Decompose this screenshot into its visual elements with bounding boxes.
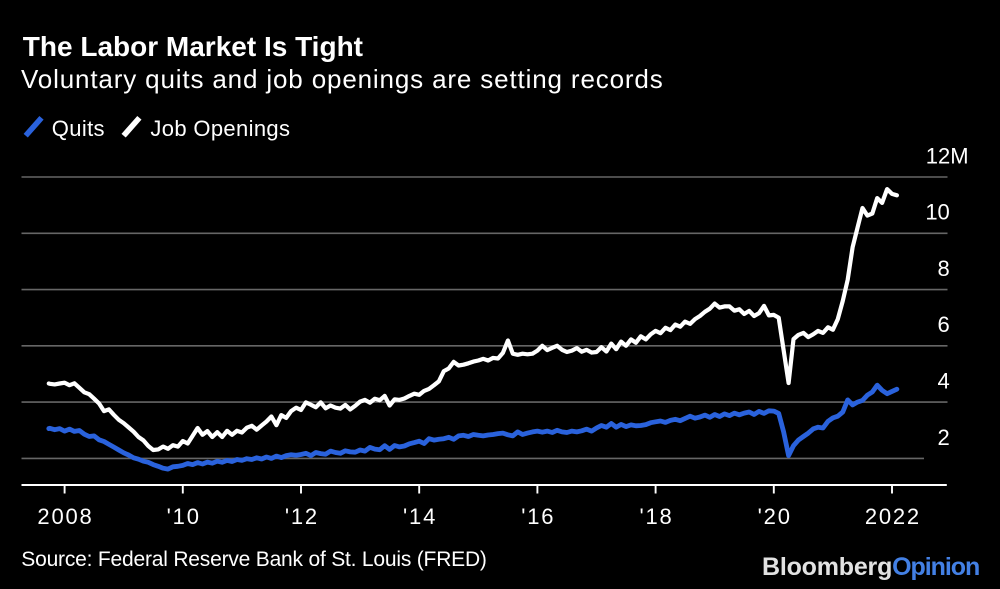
svg-text:'18: '18	[639, 504, 673, 529]
svg-text:'16: '16	[521, 504, 555, 529]
svg-text:'20: '20	[758, 504, 792, 529]
svg-text:8: 8	[938, 256, 950, 281]
svg-text:6: 6	[938, 312, 950, 337]
svg-text:'12: '12	[285, 504, 319, 529]
svg-text:'14: '14	[403, 504, 437, 529]
svg-text:10: 10	[925, 200, 949, 225]
svg-text:2: 2	[938, 425, 950, 450]
svg-text:12M: 12M	[926, 143, 969, 168]
svg-text:'10: '10	[167, 504, 201, 529]
svg-text:4: 4	[938, 369, 950, 394]
svg-text:2022: 2022	[865, 504, 921, 529]
svg-text:2008: 2008	[37, 504, 93, 529]
